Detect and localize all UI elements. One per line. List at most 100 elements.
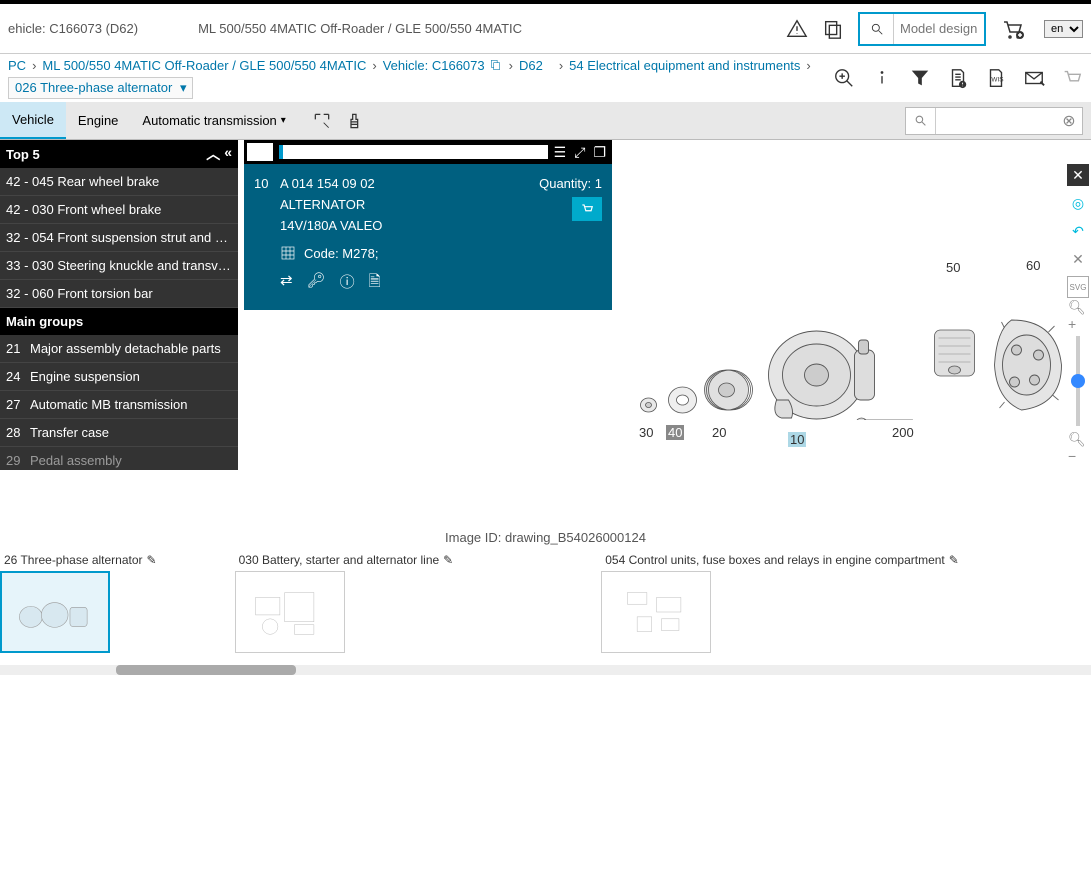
cart-icon[interactable] (1000, 17, 1024, 41)
thumb-box[interactable] (601, 571, 711, 653)
sidebar-collapse-icons[interactable]: ︿« (206, 144, 232, 164)
part-name: ALTERNATOR (280, 197, 522, 212)
filter-icon[interactable] (909, 67, 931, 89)
select-tool-icon[interactable] (312, 111, 332, 131)
group-text: Pedal assembly (30, 453, 232, 468)
sidebar-item[interactable]: 32 - 060 Front torsion bar (0, 280, 238, 308)
chevron-down-icon: ▾ (281, 115, 286, 126)
tab-engine[interactable]: Engine (66, 102, 130, 139)
pager-bar[interactable] (279, 145, 548, 159)
diagram-callout: 30 (639, 425, 653, 440)
diagram-area[interactable]: 30 40 20 10 200 50 60 (612, 140, 1091, 470)
breadcrumb-current[interactable]: 026 Three-phase alternator ▾ (8, 77, 193, 99)
close-toolbar-icon[interactable]: ✕ (1067, 164, 1089, 186)
vehicle-label: ehicle: C166073 (D62) (8, 21, 138, 36)
breadcrumb-link[interactable]: 54 Electrical equipment and instruments (569, 58, 800, 73)
tab-transmission[interactable]: Automatic transmission▾ (130, 102, 297, 139)
checkbox-icon[interactable] (247, 143, 273, 161)
breadcrumb-link[interactable]: PC (8, 58, 26, 73)
qty-value: 1 (595, 176, 602, 191)
thumb-item[interactable]: 26 Three-phase alternator ✎ (0, 551, 161, 663)
bolt-tool-icon[interactable] (346, 111, 366, 131)
group-text: Major assembly detachable parts (30, 341, 232, 356)
part-index: 10 (254, 176, 280, 239)
thumb-box[interactable] (235, 571, 345, 653)
edit-icon[interactable]: ✎ (147, 553, 157, 567)
window-icon[interactable]: ❐ (593, 144, 606, 161)
breadcrumb-current-text: 026 Three-phase alternator (15, 80, 172, 95)
edit-icon[interactable]: ✎ (443, 553, 453, 567)
header-icons: en (786, 12, 1083, 46)
sidebar-item[interactable]: 42 - 045 Rear wheel brake (0, 168, 238, 196)
svg-export-icon[interactable]: SVG (1067, 276, 1089, 298)
group-text: Engine suspension (30, 369, 232, 384)
document-icon[interactable]: 🗎 (369, 271, 381, 296)
breadcrumb-link[interactable]: D62 (519, 58, 543, 73)
cancel-icon[interactable]: ✕ (1067, 248, 1089, 270)
sidebar-group[interactable]: 27Automatic MB transmission (0, 391, 238, 419)
model-search-input[interactable] (894, 14, 984, 44)
tab-search-input[interactable] (936, 108, 1056, 134)
clear-search-icon[interactable]: ⊗ (1056, 111, 1082, 131)
copy-small-icon[interactable] (489, 58, 503, 72)
list-icon[interactable]: ☰ (554, 144, 567, 161)
zoom-out-icon[interactable]: 🔍︎− (1067, 436, 1089, 458)
breadcrumb-link[interactable]: Vehicle: C166073 (383, 58, 485, 73)
info-icon[interactable] (871, 67, 893, 89)
undo-icon[interactable]: ↶ (1067, 220, 1089, 242)
part-number: A 014 154 09 02 (280, 176, 522, 191)
diagram-callout: 200 (892, 425, 914, 440)
diagram-callout-selected[interactable]: 10 (788, 432, 806, 447)
sidebar-group[interactable]: 29Pedal assembly (0, 447, 238, 470)
chevron-down-icon: ▾ (180, 80, 187, 95)
thumb-item[interactable]: 054 Control units, fuse boxes and relays… (601, 551, 963, 663)
breadcrumb-sep: › (806, 58, 810, 73)
part-panel: ☰ ⤢ ❐ 10 A 014 154 09 02 ALTERNATOR 14V/… (244, 140, 612, 470)
sidebar-item[interactable]: 33 - 030 Steering knuckle and transve... (0, 252, 238, 280)
edit-icon[interactable]: ✎ (949, 553, 959, 567)
key-icon[interactable]: 🔑︎ (307, 271, 326, 296)
sidebar: Top 5 ︿« 42 - 045 Rear wheel brake 42 - … (0, 140, 238, 470)
breadcrumb-link[interactable]: ML 500/550 4MATIC Off-Roader / GLE 500/5… (42, 58, 366, 73)
sidebar-top-title: Top 5 (6, 147, 40, 162)
thumb-title: 26 Three-phase alternator (4, 553, 143, 567)
search-icon[interactable] (860, 14, 894, 44)
sidebar-group[interactable]: 21Major assembly detachable parts (0, 335, 238, 363)
main-area: Top 5 ︿« 42 - 045 Rear wheel brake 42 - … (0, 140, 1091, 470)
part-body: 10 A 014 154 09 02 ALTERNATOR 14V/180A V… (244, 164, 612, 310)
swap-icon[interactable]: ⇄ (280, 271, 293, 296)
group-text: Automatic MB transmission (30, 397, 232, 412)
breadcrumb-sep: › (559, 58, 563, 73)
zoom-in-icon[interactable] (833, 67, 855, 89)
group-num: 21 (6, 341, 30, 356)
model-search (858, 12, 986, 46)
horizontal-scrollbar[interactable] (0, 665, 1091, 675)
diagram-callout: 40 (666, 425, 684, 440)
info-circle-icon[interactable]: ⓘ (340, 271, 355, 296)
wis-icon[interactable]: WIS (985, 67, 1007, 89)
cart-outline-icon[interactable] (1061, 67, 1083, 89)
sidebar-item[interactable]: 32 - 054 Front suspension strut and su..… (0, 224, 238, 252)
sidebar-group[interactable]: 24Engine suspension (0, 363, 238, 391)
expand-icon[interactable]: ⤢ (574, 144, 585, 161)
image-id-label: Image ID: drawing_B54026000124 (0, 530, 1091, 545)
thumb-box[interactable] (0, 571, 110, 653)
language-select[interactable]: en (1044, 20, 1083, 38)
copy-icon[interactable] (822, 18, 844, 40)
thumbnail-strip: 26 Three-phase alternator ✎ 030 Battery,… (0, 551, 1091, 663)
sidebar-group[interactable]: 28Transfer case (0, 419, 238, 447)
warning-icon[interactable] (786, 18, 808, 40)
mail-icon[interactable] (1023, 67, 1045, 89)
zoom-slider[interactable] (1076, 336, 1080, 426)
thumb-title: 030 Battery, starter and alternator line (239, 553, 440, 567)
zoom-in-icon[interactable]: 🔍︎+ (1067, 304, 1089, 326)
thumb-item[interactable]: 030 Battery, starter and alternator line… (235, 551, 458, 663)
add-to-cart-button[interactable] (572, 197, 602, 221)
diagram-toolbar: ✕ ◎ ↶ ✕ SVG 🔍︎+ 🔍︎− (1065, 164, 1091, 458)
target-icon[interactable]: ◎ (1067, 192, 1089, 214)
tab-vehicle[interactable]: Vehicle (0, 102, 66, 139)
document-alert-icon[interactable] (947, 67, 969, 89)
part-spec: 14V/180A VALEO (280, 218, 522, 233)
search-icon[interactable] (906, 108, 936, 134)
sidebar-item[interactable]: 42 - 030 Front wheel brake (0, 196, 238, 224)
